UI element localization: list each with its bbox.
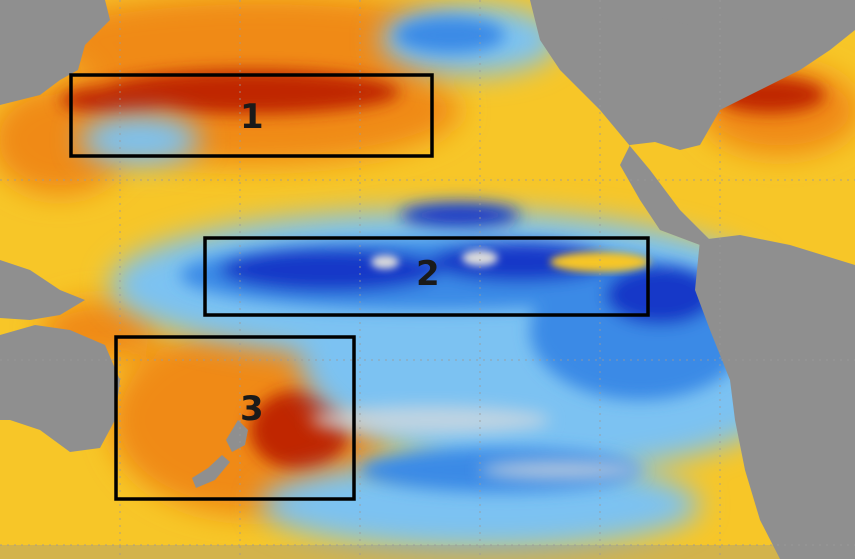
- new-zealand-north-land: [226, 420, 248, 452]
- warm-tongue: [371, 250, 650, 272]
- antarctic-edge-land: [0, 545, 855, 559]
- arctic-islands-land: [640, 0, 720, 25]
- region-label-2: 2: [416, 254, 440, 294]
- asia-land: [0, 0, 110, 105]
- strong-cool-areas: [180, 17, 750, 492]
- north-america-land: [530, 0, 855, 250]
- south-america-land: [695, 235, 855, 559]
- australia-land: [0, 325, 120, 452]
- maritime-continent-land: [0, 260, 85, 320]
- region-box-2: [203, 236, 650, 317]
- new-zealand-south-land: [192, 455, 230, 488]
- region-label-1: 1: [240, 97, 264, 137]
- region-box-1: [69, 73, 434, 158]
- region-label-3: 3: [240, 389, 264, 429]
- neutral-areas: [310, 406, 640, 480]
- region-boxes: [69, 73, 650, 501]
- region-box-3: [114, 335, 356, 501]
